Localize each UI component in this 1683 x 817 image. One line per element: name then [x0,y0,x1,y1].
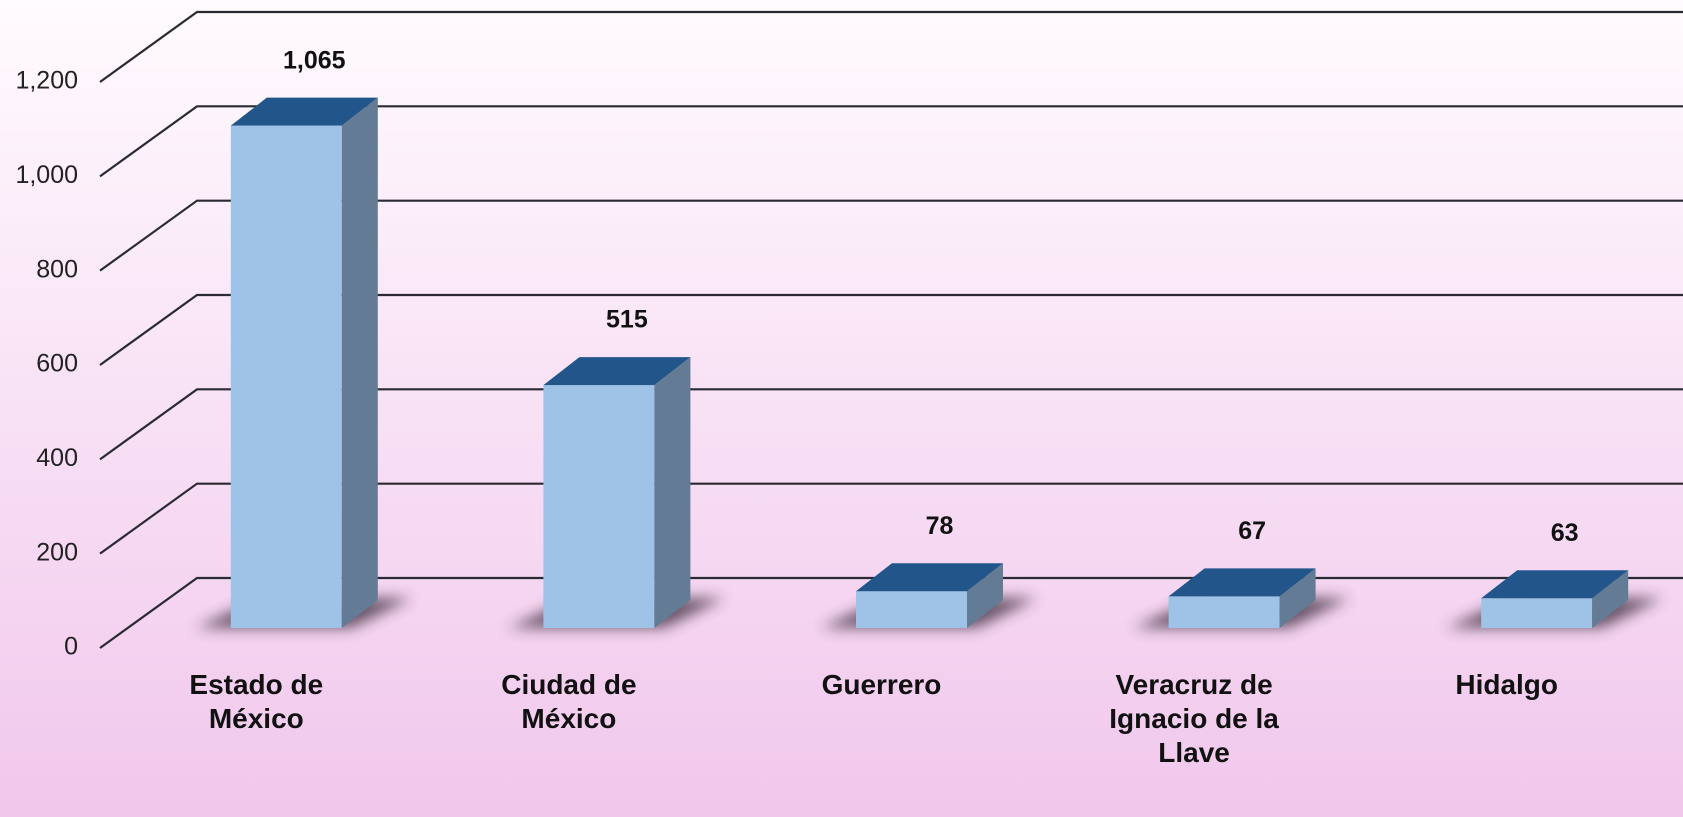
y-tick-label: 0 [64,633,78,661]
bar-front [856,591,967,628]
value-label: 78 [926,512,954,540]
bar-side [341,97,378,629]
value-label: 63 [1551,519,1579,547]
x-tick-label: Guerrero [821,669,942,700]
value-label: 1,065 [283,46,346,74]
bar-top [856,563,1003,592]
y-tick-label: 200 [36,538,78,566]
bar-side [654,357,691,628]
y-tick-label: 400 [36,444,78,472]
value-label: 67 [1238,517,1266,545]
y-tick-label: 1,200 [15,67,78,95]
bar-front [1168,596,1280,628]
grid-line [99,105,1683,178]
y-tick-label: 1,000 [15,161,78,189]
bar-top [543,357,691,386]
grid-line [99,482,1683,555]
grid-line [99,388,1683,461]
bar-front [230,125,342,629]
bar-side [967,563,1003,628]
bar-top [1168,568,1316,597]
grid-line [99,293,1683,366]
bar-side [1592,570,1629,628]
bar-top [1481,570,1629,599]
grid-line [99,199,1683,272]
y-tick-label: 800 [36,255,78,283]
bar-front [1481,598,1593,628]
grid-line [99,10,1683,83]
x-tick-label: Ciudad de México [501,669,637,734]
x-tick-label: Hidalgo [1455,669,1559,700]
bar-top [230,97,378,126]
bar-front [543,385,655,628]
value-label: 515 [606,306,648,334]
bar-side [1279,568,1316,628]
grid-line [99,576,1683,649]
x-tick-label: Veracruz de Ignacio de la Llave [1109,669,1279,768]
y-tick-label: 600 [36,350,78,378]
x-tick-label: Estado de México [189,669,324,734]
